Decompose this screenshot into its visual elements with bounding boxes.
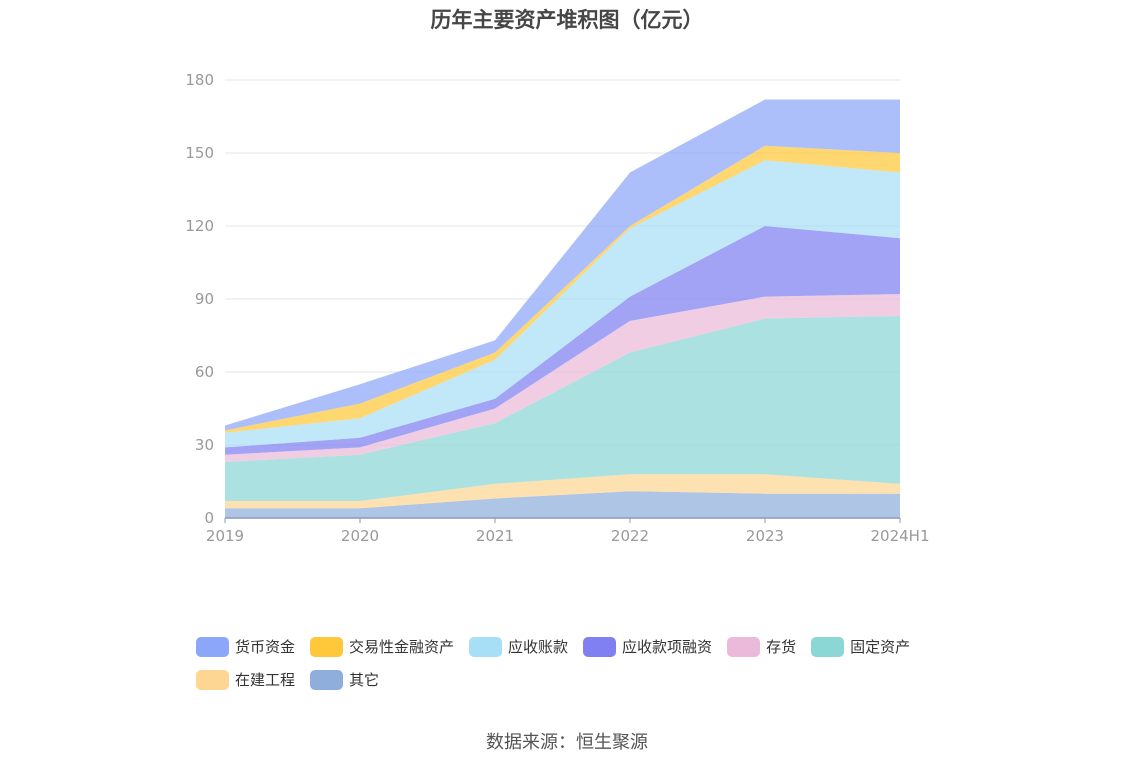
legend-label: 货币资金	[235, 638, 296, 656]
area-固定资产	[225, 316, 900, 501]
legend-label: 其它	[349, 671, 380, 689]
legend-swatch	[469, 636, 503, 657]
x-tick-label: 2023	[746, 527, 784, 545]
x-tick-label: 2022	[611, 527, 649, 545]
legend-row: 货币资金 交易性金融资产 应收账款 应收款项融资 存货 固定资产	[196, 630, 956, 663]
area-存货	[225, 294, 900, 462]
legend-item[interactable]: 固定资产	[811, 636, 910, 657]
area-series	[225, 99, 900, 518]
legend: 货币资金 交易性金融资产 应收账款 应收款项融资 存货 固定资产 在建工程 其它	[196, 630, 956, 696]
x-tick-label: 2019	[206, 527, 244, 545]
x-tick-label: 2020	[341, 527, 379, 545]
legend-swatch	[196, 669, 229, 690]
legend-swatch	[583, 636, 617, 657]
x-tick-label: 2024H1	[871, 527, 930, 545]
legend-label: 应收账款	[508, 638, 569, 656]
legend-item[interactable]: 其它	[310, 669, 379, 690]
legend-label: 应收款项融资	[622, 638, 713, 656]
legend-item[interactable]: 在建工程	[196, 669, 295, 690]
axes: 0 30 60 90 120 150 180 2019 2020 2021 2022 2023 2024…	[185, 71, 929, 545]
y-tick-label: 150	[185, 144, 214, 162]
x-tick-label: 2021	[476, 527, 514, 545]
legend-label: 在建工程	[235, 671, 296, 689]
legend-item[interactable]: 应收账款	[469, 636, 568, 657]
legend-item[interactable]: 货币资金	[196, 636, 295, 657]
area-应收款项融资	[225, 226, 900, 455]
legend-item[interactable]: 存货	[727, 636, 796, 657]
legend-label: 存货	[766, 638, 797, 656]
legend-swatch	[310, 669, 344, 690]
area-应收账款	[225, 160, 900, 448]
source-note: 数据来源：恒生聚源	[486, 732, 648, 753]
y-tick-label: 60	[195, 363, 214, 381]
y-tick-label: 180	[185, 71, 214, 89]
y-tick-label: 0	[204, 509, 214, 527]
legend-label: 交易性金融资产	[349, 638, 455, 656]
legend-label: 固定资产	[850, 638, 911, 656]
legend-row: 在建工程 其它	[196, 663, 956, 696]
y-tick-label: 120	[185, 217, 214, 235]
area-在建工程	[225, 474, 900, 509]
y-tick-label: 30	[195, 436, 214, 454]
legend-item[interactable]: 交易性金融资产	[310, 636, 454, 657]
legend-swatch	[196, 636, 229, 657]
legend-swatch	[811, 636, 845, 657]
area-货币资金	[225, 99, 900, 431]
legend-swatch	[310, 636, 344, 657]
legend-item[interactable]: 应收款项融资	[583, 636, 712, 657]
legend-swatch	[727, 636, 761, 657]
y-tick-label: 90	[195, 290, 214, 308]
chart-title: 历年主要资产堆积图（亿元）	[430, 8, 704, 32]
area-其它	[225, 491, 900, 518]
